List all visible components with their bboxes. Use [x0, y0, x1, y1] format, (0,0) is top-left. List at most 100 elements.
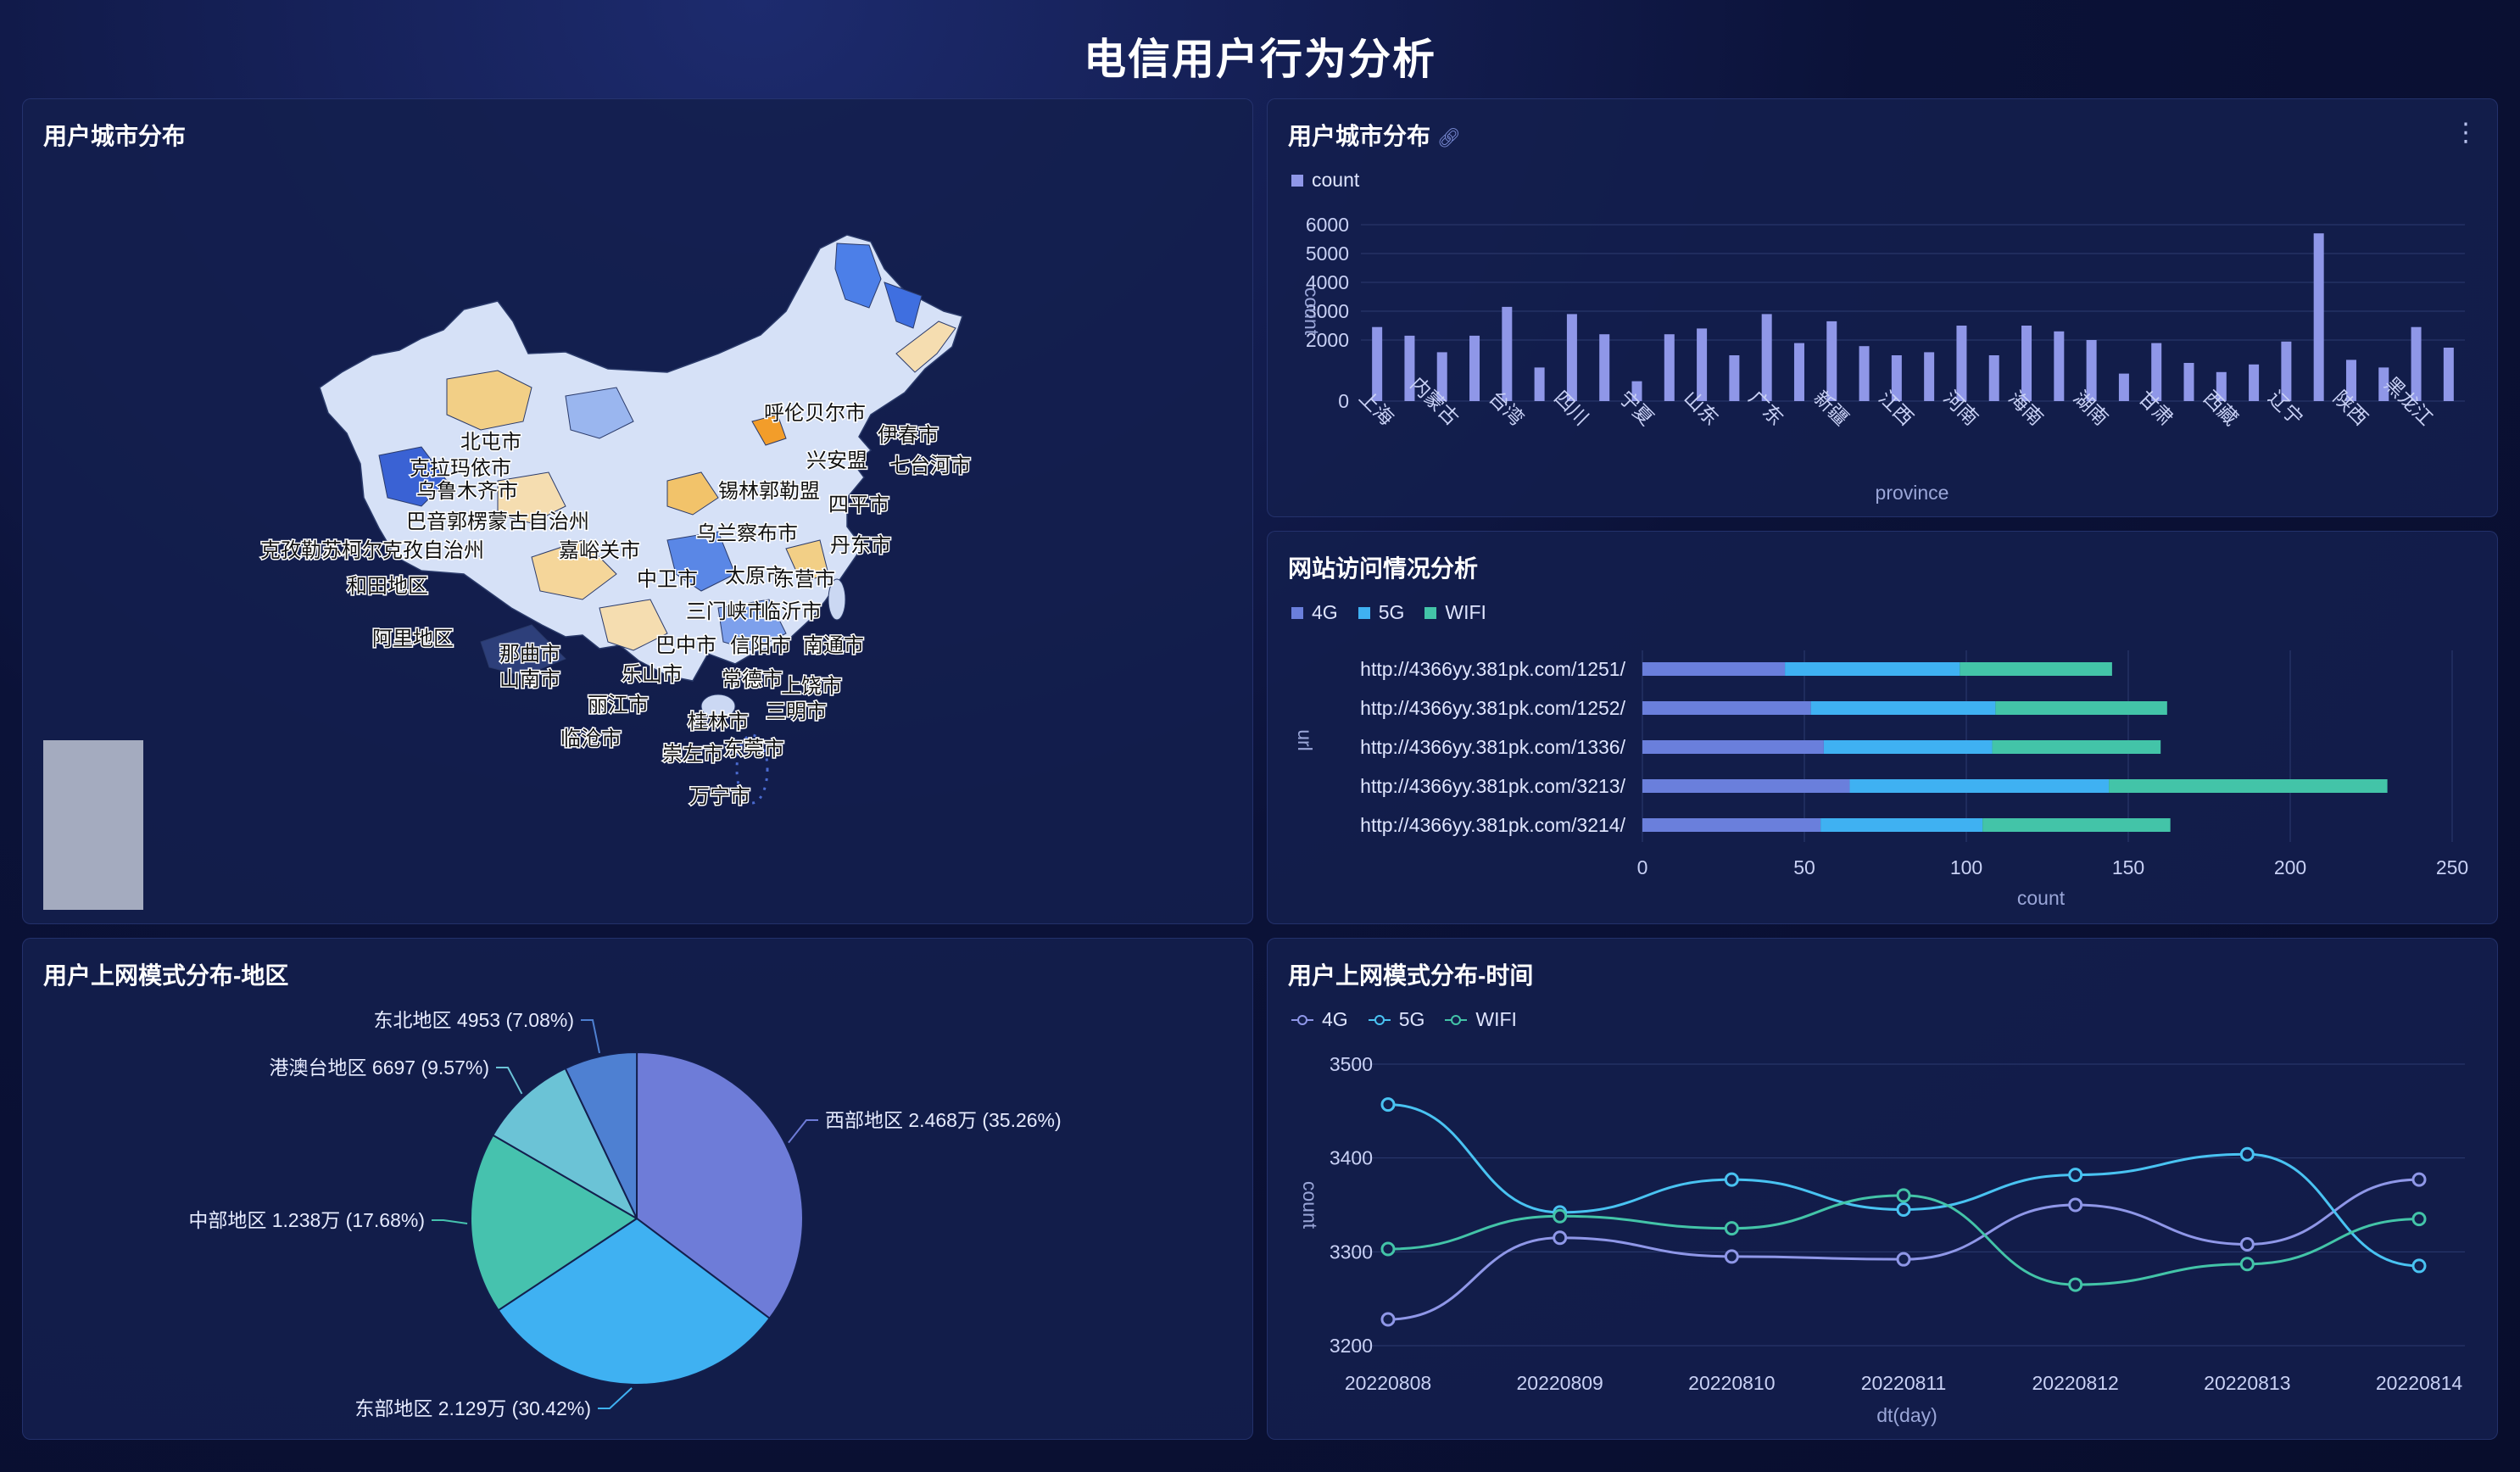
y-tick-label: 3000 [1306, 300, 1349, 322]
bar [2021, 326, 2032, 401]
legend-item-5g[interactable]: 5G [1358, 601, 1405, 624]
legend-swatch [1291, 174, 1303, 187]
map-region-14 [565, 387, 634, 439]
map-city-label: 北屯市 [460, 431, 521, 454]
bar [2054, 331, 2065, 401]
bar [2183, 363, 2194, 401]
map-panel: 用户城市分布 呼伦贝尔市 伊春市 北屯市 兴安盟 七台河市 克拉玛依市 锡林郭勒盟 四平市 乌鲁… [22, 98, 1253, 924]
map-city-label: 临沧市 [560, 728, 622, 750]
map-city-label: 丽江市 [588, 694, 649, 716]
legend-label: 5G [1398, 1008, 1425, 1030]
pie-slice-label: 港澳台地区 6697 (9.57%) [270, 1057, 489, 1079]
x-tick-label: 台湾 [1485, 387, 1528, 430]
map-city-label: 呼伦贝尔市 [764, 402, 866, 425]
series-point [2068, 1277, 2083, 1292]
series-point [1896, 1252, 1911, 1267]
bar-panel: 用户城市分布 🔗︎ ⋮ count 0 2000 3000 4000 5000 6000 co… [1267, 98, 2498, 517]
bar [2345, 360, 2356, 401]
bar [1404, 335, 1415, 401]
x-tick-label: 上海 [1355, 387, 1398, 430]
map-region-0 [834, 243, 882, 309]
x-tick-label: 四川 [1550, 387, 1593, 430]
x-tick-label: 湖南 [2070, 387, 2113, 430]
bar [2378, 367, 2389, 401]
stacked-bar-segment [1960, 662, 2112, 676]
bar [1469, 335, 1480, 401]
series-point [2068, 1168, 2083, 1183]
pie-slice-label: 西部地区 2.468万 (35.26%) [825, 1109, 1062, 1131]
map-city-label: 常德市 [722, 668, 783, 691]
map-city-label: 乌鲁木齐市 [416, 480, 518, 503]
series-point [1553, 1230, 1568, 1246]
pie-slice [492, 1067, 639, 1221]
x-tick-label: 150 [2112, 856, 2144, 878]
legend-item-wifi[interactable]: WIFI [1445, 1008, 1517, 1031]
legend-swatch [1424, 606, 1437, 619]
legend-item-count[interactable]: count [1291, 169, 1359, 192]
map-region-5 [378, 446, 448, 507]
bar [1891, 355, 1902, 401]
x-tick-label: 250 [2436, 856, 2468, 878]
bar [2281, 341, 2292, 401]
map-visual-map-legend[interactable] [43, 740, 143, 910]
series-point [2239, 1146, 2255, 1162]
map-panel-title: 用户城市分布 [43, 123, 187, 149]
pie-slice [564, 1051, 638, 1219]
bar [1534, 367, 1545, 401]
series-point [2068, 1197, 2083, 1213]
x-axis-label: province [1876, 482, 1949, 504]
map-city-label: 七台河市 [889, 454, 971, 477]
map-city-label: 三明市 [766, 700, 827, 723]
series-point [2411, 1258, 2427, 1274]
bar [1988, 355, 1999, 401]
x-tick-label: 西藏 [2199, 387, 2243, 430]
bar [1859, 346, 1870, 401]
legend-item-5g[interactable]: 5G [1368, 1008, 1425, 1031]
bar [1599, 334, 1610, 401]
map-region-11 [480, 624, 566, 677]
more-vertical-icon[interactable]: ⋮ [2453, 119, 2478, 147]
series-point [1380, 1097, 1396, 1112]
link-icon[interactable]: 🔗︎ [1437, 127, 1461, 148]
y-tick-label: 3400 [1330, 1147, 1373, 1169]
map-city-label: 中卫市 [637, 568, 698, 591]
bar [1631, 381, 1642, 401]
legend-item-4g[interactable]: 4G [1291, 601, 1338, 624]
y-tick-label: 3500 [1330, 1053, 1373, 1075]
legend-swatch [1291, 606, 1303, 619]
bar [1729, 355, 1740, 401]
url-stacked-bar-chart: 0 50 100 150 200 250 count url http://4366yy.381… [1294, 650, 2468, 909]
page-title: 电信用户行为分析 [1084, 36, 1436, 83]
x-axis-label: dt(day) [1876, 1404, 1937, 1426]
pie-label-leader [598, 1387, 633, 1409]
y-axis-label: count [1301, 287, 1323, 336]
legend-label: count [1312, 169, 1360, 191]
x-tick-label: 20220811 [1861, 1372, 1947, 1394]
map-region-13 [785, 539, 829, 583]
south-sea-islands [735, 733, 769, 805]
line-legend: 4G 5G WIFI [1291, 1008, 1517, 1031]
legend-label: 5G [1378, 601, 1405, 623]
legend-item-wifi[interactable]: WIFI [1424, 601, 1486, 624]
x-tick-label: 20220808 [1345, 1372, 1431, 1394]
x-tick-label: 20220810 [1688, 1372, 1775, 1394]
x-tick-label: 宁夏 [1614, 387, 1658, 430]
y-tick-label: 3300 [1330, 1241, 1373, 1263]
legend-item-4g[interactable]: 4G [1291, 1008, 1348, 1031]
series-point [1896, 1188, 1911, 1203]
y-tick-label: 2000 [1306, 329, 1349, 351]
pie-label-leader [581, 1019, 600, 1054]
stacked-bar-segment [1642, 701, 1811, 715]
bar-legend: count [1291, 169, 1359, 192]
bar-panel-header: 用户城市分布 🔗︎ [1288, 118, 1461, 152]
pie-slice [636, 1051, 804, 1320]
pie-label-leader [496, 1067, 523, 1095]
map-city-label: 丹东市 [830, 534, 891, 557]
url-panel-title: 网站访问情况分析 [1288, 555, 1479, 582]
map-region-4 [497, 471, 566, 524]
bar [2249, 364, 2260, 401]
pie-label-leader [432, 1219, 468, 1225]
map-city-label: 东营市 [774, 568, 835, 591]
url-category-label: http://4366yy.381pk.com/1252/ [1360, 697, 1625, 719]
